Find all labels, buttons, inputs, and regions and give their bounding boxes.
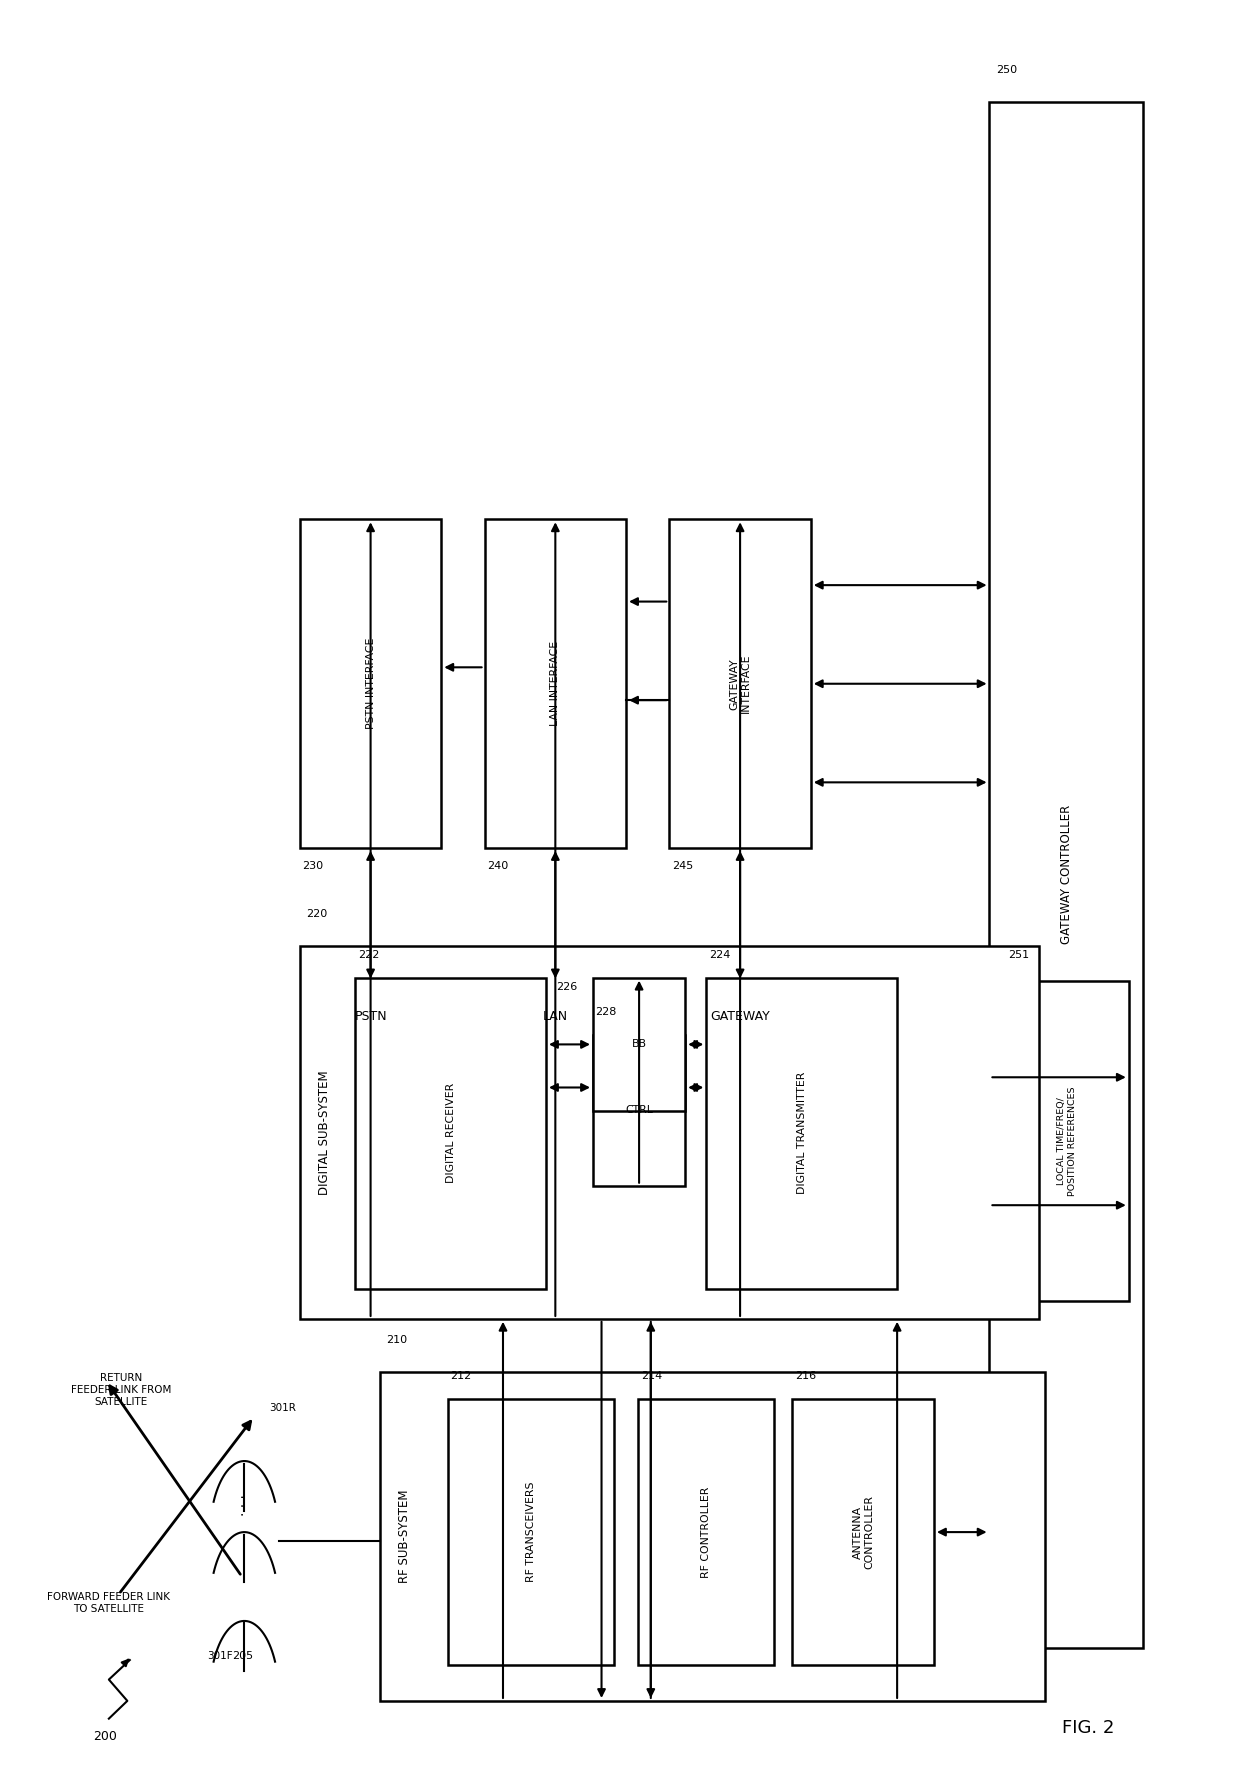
Bar (379, 1373, 1045, 1701)
Text: LAN: LAN (543, 1010, 568, 1023)
Bar (355, 978, 546, 1289)
Text: FORWARD FEEDER LINK
TO SATELLITE: FORWARD FEEDER LINK TO SATELLITE (47, 1592, 170, 1614)
Text: GATEWAY
INTERFACE: GATEWAY INTERFACE (729, 653, 751, 714)
Bar (300, 946, 1039, 1319)
Bar (593, 978, 686, 1110)
Text: 216: 216 (795, 1371, 816, 1382)
Text: DIGITAL TRANSMITTER: DIGITAL TRANSMITTER (796, 1073, 807, 1194)
Text: 205: 205 (232, 1651, 253, 1662)
Bar (448, 1399, 614, 1665)
Text: FIG. 2: FIG. 2 (1061, 1719, 1115, 1737)
Text: 240: 240 (487, 860, 508, 871)
Text: 251: 251 (1008, 950, 1029, 960)
Text: GATEWAY: GATEWAY (711, 1010, 770, 1023)
Text: 200: 200 (93, 1730, 117, 1742)
Text: 220: 220 (306, 909, 327, 919)
Text: PSTN: PSTN (355, 1010, 387, 1023)
Text: BB: BB (631, 1039, 646, 1050)
Bar (990, 102, 1143, 1648)
Text: ANTENNA
CONTROLLER: ANTENNA CONTROLLER (852, 1496, 874, 1569)
Text: 301R: 301R (269, 1403, 296, 1412)
Text: 222: 222 (357, 950, 379, 960)
Text: PSTN INTERFACE: PSTN INTERFACE (366, 637, 376, 730)
Text: 214: 214 (641, 1371, 662, 1382)
Text: 250: 250 (996, 64, 1017, 75)
Text: 301F: 301F (207, 1651, 233, 1662)
Text: 245: 245 (672, 860, 693, 871)
Bar (485, 519, 626, 848)
Text: CTRL: CTRL (625, 1105, 653, 1116)
Text: 210: 210 (386, 1335, 407, 1346)
Text: RETURN
FEEDER LINK FROM
SATELLITE: RETURN FEEDER LINK FROM SATELLITE (71, 1373, 171, 1407)
Bar (792, 1399, 934, 1665)
Bar (670, 519, 811, 848)
Bar (1006, 982, 1128, 1301)
Text: LOCAL TIME/FREQ/
POSITION REFERENCES: LOCAL TIME/FREQ/ POSITION REFERENCES (1058, 1087, 1076, 1196)
Text: LAN INTERFACE: LAN INTERFACE (551, 641, 560, 726)
Bar (639, 1399, 774, 1665)
Bar (300, 519, 441, 848)
Bar (707, 978, 897, 1289)
Text: 228: 228 (595, 1007, 616, 1016)
Text: DIGITAL SUB-SYSTEM: DIGITAL SUB-SYSTEM (317, 1069, 331, 1194)
Text: RF CONTROLLER: RF CONTROLLER (701, 1487, 712, 1578)
Text: 230: 230 (303, 860, 324, 871)
Text: 212: 212 (450, 1371, 471, 1382)
Bar (593, 1035, 686, 1185)
Text: GATEWAY CONTROLLER: GATEWAY CONTROLLER (1060, 805, 1073, 944)
Text: · · ·: · · · (237, 1494, 252, 1517)
Text: DIGITAL RECEIVER: DIGITAL RECEIVER (445, 1083, 455, 1183)
Text: RF SUB-SYSTEM: RF SUB-SYSTEM (398, 1490, 410, 1583)
Text: 224: 224 (709, 950, 730, 960)
Text: RF TRANSCEIVERS: RF TRANSCEIVERS (526, 1482, 536, 1582)
Text: 226: 226 (556, 982, 577, 992)
